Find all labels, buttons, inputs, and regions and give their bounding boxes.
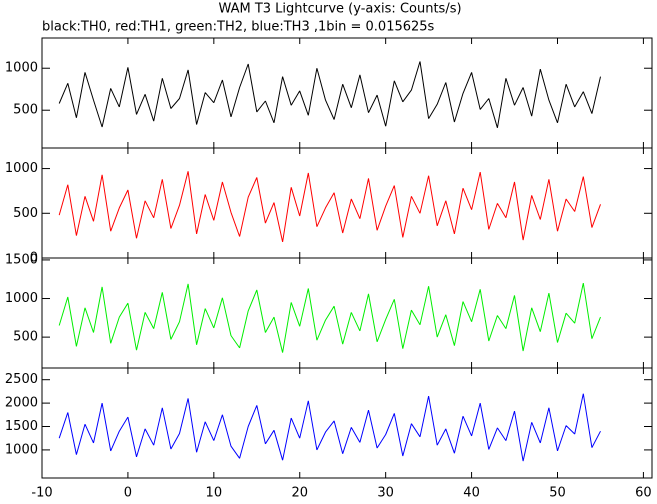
y-tick-label: 500 [13,330,38,345]
x-tick-label: 20 [291,486,308,501]
data-line [58,282,601,353]
y-tick-label: 1500 [5,419,38,434]
data-line [58,171,601,243]
chart-subtitle: black:TH0, red:TH1, green:TH2, blue:TH3 … [42,20,435,35]
y-tick-label: 500 [13,206,38,221]
chart-title: WAM T3 Lightcurve (y-axis: Counts/s) [218,2,461,17]
x-tick-label: 50 [549,486,566,501]
panel-frame [41,37,653,149]
y-tick-label: 2500 [5,372,38,387]
y-tick-label: 1000 [5,442,38,457]
y-tick-label: 1000 [5,291,38,306]
x-tick-label: 30 [377,486,394,501]
y-tick-label: 1500 [5,252,38,267]
y-tick-label: 1000 [5,161,38,176]
y-tick-label: 1000 [5,61,38,76]
x-tick-label: -10 [31,486,52,501]
x-tick-label: 40 [463,486,480,501]
panel-frame [41,367,653,479]
data-line [58,61,601,128]
y-tick-label: 500 [13,103,38,118]
panel-frame [41,257,653,369]
x-tick-label: 60 [635,486,652,501]
data-line [58,393,601,462]
x-tick-label: 0 [124,486,132,501]
y-tick-label: 0 [30,251,38,266]
y-tick-label: 2000 [5,396,38,411]
x-tick-label: 10 [206,486,223,501]
panel-frame [41,147,653,259]
